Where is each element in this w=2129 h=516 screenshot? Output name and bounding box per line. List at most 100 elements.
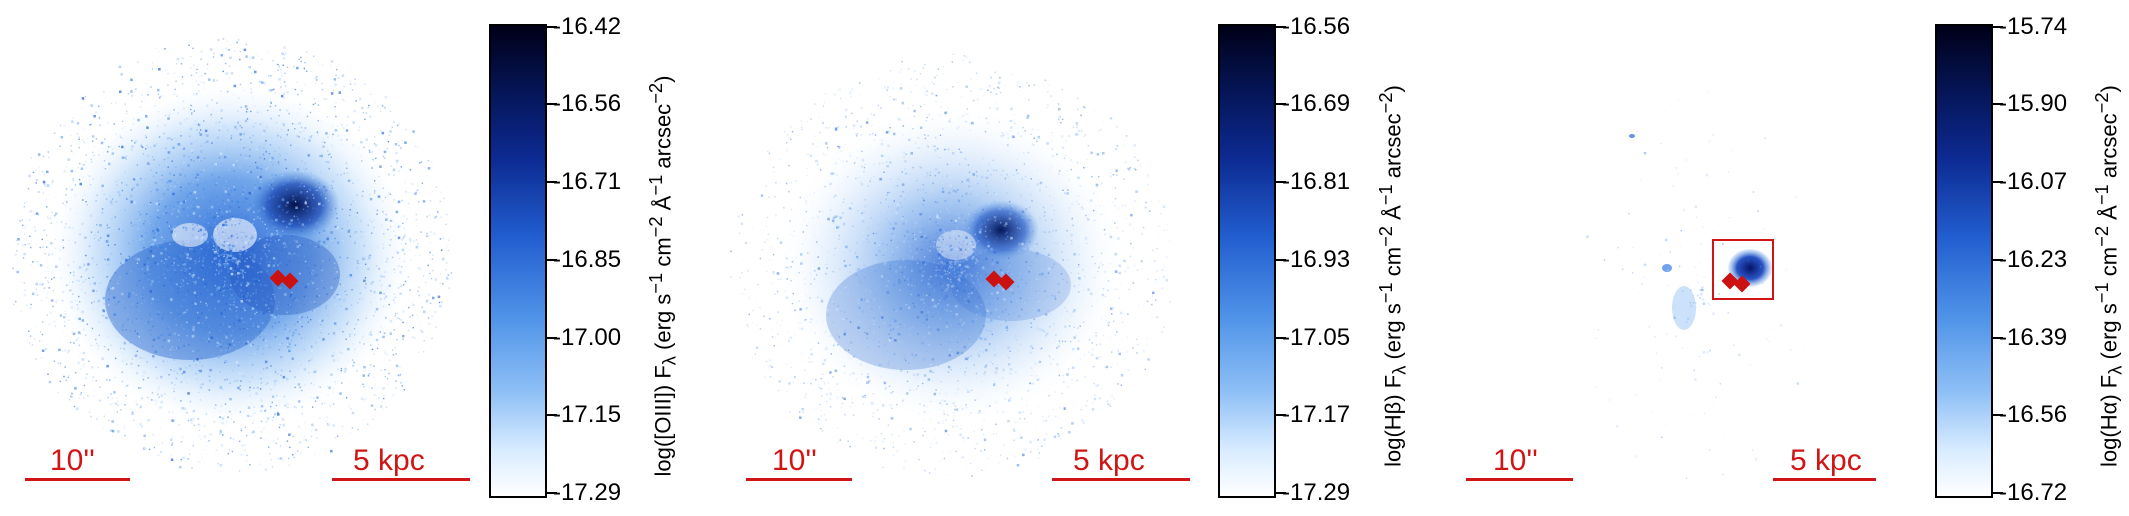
speckles1-dot — [174, 235, 176, 238]
speckles1-dot — [319, 187, 321, 189]
speckles2-dot — [962, 286, 965, 288]
speckles1-dot — [366, 189, 368, 191]
speckles2-dot — [1057, 282, 1060, 286]
speckles1-dot — [289, 345, 293, 349]
speckles1-dot — [198, 391, 200, 394]
speckles1-dot — [90, 344, 93, 347]
speckles1-dot — [101, 179, 103, 181]
speckles1-dot — [88, 245, 91, 247]
speckles1-dot — [152, 434, 155, 436]
speckles1-dot — [280, 165, 282, 168]
speckles1-dot — [439, 273, 442, 275]
speckles1-dot — [169, 286, 171, 288]
speckles1-dot — [208, 249, 211, 251]
speckles1-dot — [222, 255, 225, 257]
speckles1-dot — [430, 200, 432, 202]
speckles1-dot — [286, 226, 288, 228]
speckles1-dot — [185, 294, 187, 296]
speckles1-dot — [150, 212, 153, 214]
speckles1-dot — [234, 189, 236, 191]
speckles1-dot — [287, 305, 289, 307]
speckles1-dot — [237, 236, 240, 238]
speckles1-dot — [246, 290, 248, 292]
speckles1-dot — [432, 270, 434, 272]
speckles1-dot — [327, 289, 329, 292]
speckles1-dot — [133, 117, 135, 120]
speckles1-dot — [158, 276, 160, 279]
speckles1-dot — [143, 260, 146, 262]
speckles1-dot — [250, 319, 252, 321]
speckles1-dot — [192, 444, 194, 447]
speckles1-dot — [313, 109, 315, 112]
speckles1-dot — [187, 248, 189, 250]
speckles1-dot — [213, 366, 215, 368]
speckles1-dot — [277, 265, 279, 267]
speckles1-dot — [80, 392, 82, 394]
speckles2-dot — [898, 341, 901, 343]
speckles2-dot — [1061, 146, 1065, 149]
speckles1-dot — [96, 194, 98, 196]
speckles1-dot — [205, 388, 208, 392]
speckles1-dot — [62, 292, 65, 294]
speckles1-dot — [363, 231, 365, 233]
speckles1-dot — [163, 339, 165, 341]
speckles1-dot — [216, 286, 218, 288]
speckles1-dot — [245, 284, 248, 287]
speckles2-dot — [798, 272, 800, 274]
speckles2-dot — [919, 214, 922, 216]
speckles1-dot — [435, 244, 437, 246]
speckles1-dot — [186, 227, 188, 230]
speckles2-dot — [789, 336, 793, 339]
speckles1-dot — [239, 83, 242, 86]
speckles1-dot — [363, 146, 365, 149]
speckles1-dot — [289, 260, 291, 262]
speckles1-dot — [98, 154, 100, 156]
speckles1-dot — [200, 170, 202, 173]
speckles1-dot — [398, 318, 400, 320]
speckles1-dot — [350, 211, 352, 214]
speckles1-dot — [200, 269, 203, 271]
speckles2-dot — [900, 258, 902, 260]
speckles2-dot — [946, 96, 948, 98]
speckles2-dot — [960, 351, 964, 355]
speckles1-dot — [75, 339, 78, 341]
speckles1-dot — [222, 199, 224, 202]
speckles1-dot — [205, 272, 207, 274]
speckles1-dot — [170, 454, 172, 456]
speckles2-dot — [1140, 232, 1144, 236]
speckles1-dot — [333, 403, 335, 405]
speckles1-dot — [141, 374, 145, 378]
speckles1-dot — [135, 336, 137, 339]
speckles1-dot — [284, 404, 287, 407]
speckles1-dot — [194, 302, 197, 305]
speckles2-dot — [1066, 192, 1069, 195]
speckles1-dot — [83, 193, 86, 197]
speckles1-dot — [253, 256, 256, 259]
speckles1-dot — [229, 255, 231, 257]
speckles1-dot — [68, 226, 71, 229]
speckles1-dot — [87, 395, 90, 398]
speckles1-dot — [224, 277, 226, 279]
speckles2-dot — [923, 374, 927, 377]
speckles1-dot — [106, 227, 109, 229]
speckles1-dot — [284, 300, 286, 303]
speckles1-dot — [362, 333, 365, 335]
speckles1-dot — [141, 297, 144, 299]
speckles1-dot — [388, 359, 391, 361]
speckles1-dot — [244, 449, 246, 452]
speckles1-dot — [261, 140, 264, 142]
speckles1-dot — [38, 214, 40, 216]
speckles1-dot — [188, 199, 191, 202]
speckles1-dot — [211, 196, 214, 199]
speckles1-dot — [401, 139, 403, 141]
speckles2-dot — [856, 256, 859, 259]
speckles1-dot — [313, 198, 315, 200]
speckles1-dot — [263, 368, 265, 370]
speckles1-dot — [232, 304, 234, 306]
speckles1-dot — [383, 150, 387, 154]
speckles1-dot — [202, 260, 204, 263]
speckles1-dot — [266, 257, 268, 259]
speckles1-dot — [253, 266, 256, 270]
speckles1-dot — [207, 340, 210, 343]
speckles1-dot — [242, 246, 244, 249]
